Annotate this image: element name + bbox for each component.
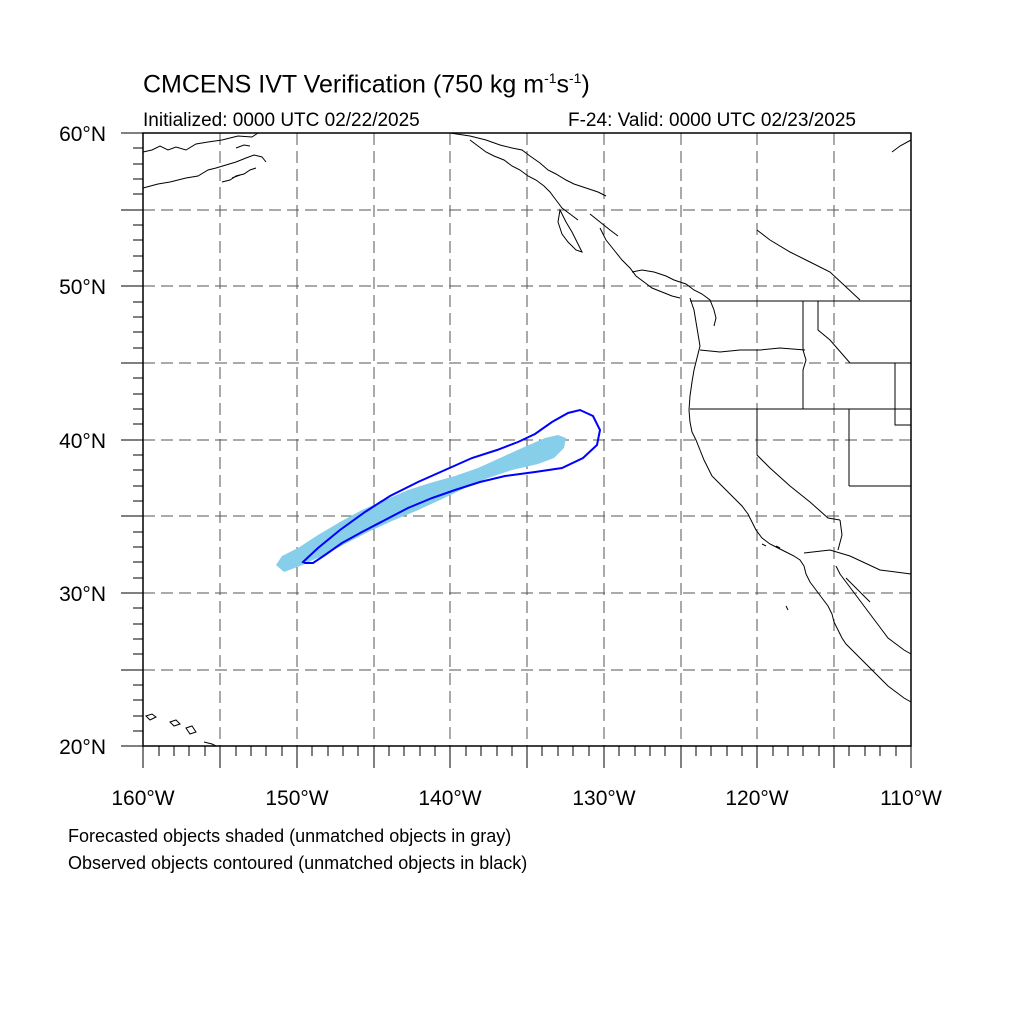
lon-label-140w: 140°W	[418, 787, 481, 810]
chart-title: CMCENS IVT Verification (750 kg m-1s-1)	[143, 70, 590, 99]
lon-label-110w: 110°W	[880, 787, 942, 810]
lat-label-60n: 60°N	[59, 123, 106, 146]
coastlines	[142, 132, 912, 747]
lon-label-150w: 150°W	[265, 787, 328, 810]
footnote-observed: Observed objects contoured (unmatched ob…	[68, 853, 528, 873]
lon-label-120w: 120°W	[725, 787, 788, 810]
observed-object-contour	[301, 408, 602, 564]
footnote-forecast: Forecasted objects shaded (unmatched obj…	[68, 826, 512, 846]
lon-label-160w: 160°W	[111, 787, 174, 810]
grid-lines	[143, 133, 911, 746]
lat-label-30n: 30°N	[59, 583, 106, 606]
political-borders	[690, 139, 912, 575]
lat-label-40n: 40°N	[59, 430, 106, 453]
axis-ticks	[121, 132, 912, 768]
initialized-time: Initialized: 0000 UTC 02/22/2025	[143, 110, 420, 131]
lon-label-130w: 130°W	[572, 787, 635, 810]
lat-label-20n: 20°N	[59, 736, 106, 759]
valid-time: F-24: Valid: 0000 UTC 02/23/2025	[568, 110, 856, 131]
lat-label-50n: 50°N	[59, 276, 106, 299]
